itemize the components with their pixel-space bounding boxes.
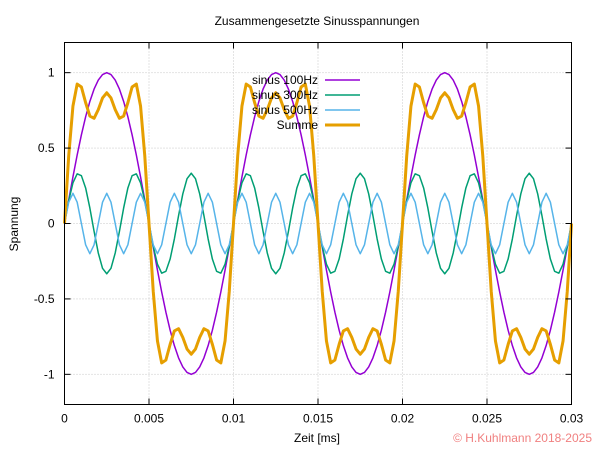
legend-label: Summe <box>277 118 319 132</box>
y-tick-label: 0.5 <box>38 141 55 155</box>
y-tick-label: -1 <box>44 367 55 381</box>
x-tick-label: 0.01 <box>222 412 246 426</box>
x-tick-label: 0.025 <box>472 412 502 426</box>
y-axis-label: Spannung <box>7 197 21 252</box>
credit-text: © H.Kuhlmann 2018-2025 <box>453 431 592 445</box>
chart-title: Zusammengesetzte Sinusspannungen <box>215 14 420 28</box>
series-line-summe <box>63 82 573 365</box>
axis-ticks: 0 0.005 0.01 0.015 0.02 0.025 0.03 -1 -0.5 0 0.5 1 <box>34 42 584 426</box>
y-tick-label: 0 <box>48 217 55 231</box>
x-tick-label: 0.02 <box>391 412 415 426</box>
x-axis-label: Zeit [ms] <box>294 431 340 445</box>
y-tick-label: 1 <box>48 66 55 80</box>
series-lines <box>63 71 573 376</box>
y-tick-label: -0.5 <box>34 292 55 306</box>
x-tick-label: 0.015 <box>303 412 333 426</box>
legend-label: sinus 300Hz <box>252 88 318 102</box>
legend-label: sinus 100Hz <box>252 73 318 87</box>
x-tick-label: 0.005 <box>134 412 164 426</box>
legend-label: sinus 500Hz <box>252 103 318 117</box>
x-tick-label: 0.03 <box>560 412 584 426</box>
x-tick-label: 0 <box>61 412 68 426</box>
